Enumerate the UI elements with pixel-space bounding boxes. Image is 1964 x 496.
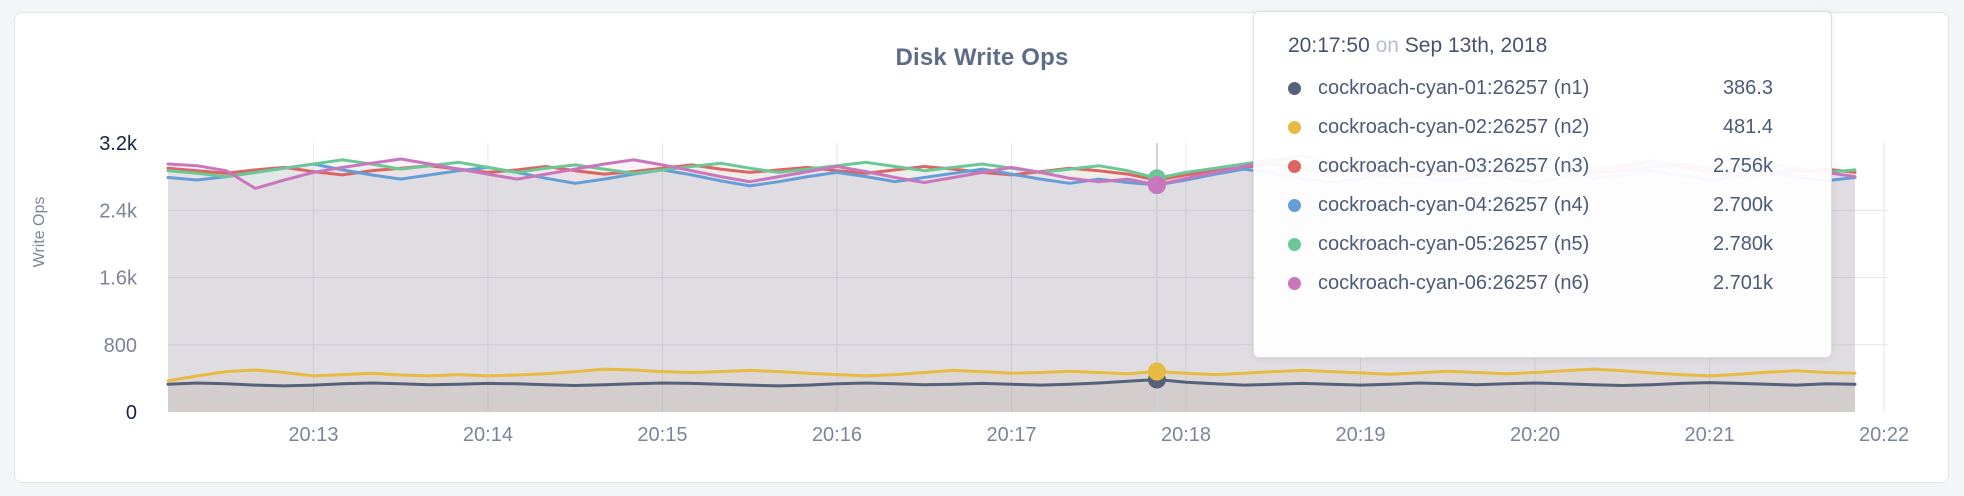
tooltip-series-row: cockroach-cyan-04:26257 (n4) 2.700k	[1288, 186, 1773, 225]
series-name: cockroach-cyan-06:26257 (n6)	[1318, 272, 1590, 294]
hover-point-n6	[1147, 175, 1166, 194]
series-color-dot-icon	[1288, 277, 1301, 290]
y-axis-tick-label: 800	[104, 335, 137, 357]
series-line-n1	[166, 378, 1857, 388]
tooltip-header: 20:17:50 on Sep 13th, 2018	[1288, 34, 1773, 58]
x-axis-tick-label: 20:17	[986, 424, 1036, 446]
tooltip-series-row: cockroach-cyan-05:26257 (n5) 2.780k	[1288, 225, 1773, 264]
tooltip-series-row: cockroach-cyan-02:26257 (n2) 481.4	[1288, 108, 1773, 147]
x-axis-tick-label: 20:13	[288, 424, 338, 446]
series-value: 2.756k	[1712, 155, 1773, 177]
hover-tooltip: 20:17:50 on Sep 13th, 2018 cockroach-cya…	[1253, 11, 1832, 358]
series-color-dot-icon	[1288, 238, 1301, 251]
series-value: 386.3	[1722, 77, 1773, 99]
x-axis-tick-label: 20:18	[1161, 424, 1211, 446]
series-area-n1	[168, 379, 1855, 412]
series-name: cockroach-cyan-05:26257 (n5)	[1318, 233, 1590, 255]
y-axis-tick-label: 3.2k	[99, 133, 138, 155]
series-color-dot-icon	[1288, 199, 1301, 212]
y-axis-tick-label: 2.4k	[99, 200, 138, 222]
series-name: cockroach-cyan-02:26257 (n2)	[1318, 116, 1590, 138]
tooltip-series-row: cockroach-cyan-03:26257 (n3) 2.756k	[1288, 147, 1773, 186]
tooltip-time: 20:17:50	[1288, 34, 1370, 57]
chart-title: Disk Write Ops	[895, 44, 1069, 71]
series-value: 2.780k	[1712, 233, 1773, 255]
series-value: 2.700k	[1712, 194, 1773, 216]
tooltip-on-word: on	[1375, 34, 1399, 57]
tooltip-rows: cockroach-cyan-01:26257 (n1) 386.3 cockroa…	[1288, 69, 1773, 303]
x-axis-tick-label: 20:15	[637, 424, 687, 446]
tooltip-date: Sep 13th, 2018	[1404, 34, 1548, 57]
series-name: cockroach-cyan-03:26257 (n3)	[1318, 155, 1590, 177]
x-axis-tick-label: 20:21	[1685, 424, 1735, 446]
x-axis-tick-label: 20:14	[463, 424, 513, 446]
series-color-dot-icon	[1288, 82, 1301, 95]
y-axis-tick-label: 0	[126, 402, 137, 424]
series-color-dot-icon	[1288, 160, 1301, 173]
x-axis-tick-label: 20:20	[1510, 424, 1560, 446]
series-name: cockroach-cyan-01:26257 (n1)	[1318, 77, 1590, 99]
series-name: cockroach-cyan-04:26257 (n4)	[1318, 194, 1590, 216]
x-axis-tick-label: 20:19	[1336, 424, 1386, 446]
series-value: 481.4	[1722, 116, 1773, 138]
series-value: 2.701k	[1712, 272, 1773, 294]
y-axis-tick-label: 1.6k	[99, 268, 138, 290]
y-axis-title: Write Ops	[31, 197, 48, 268]
series-line-n2	[166, 367, 1857, 383]
series-color-dot-icon	[1288, 121, 1301, 134]
x-axis-tick-label: 20:22	[1859, 424, 1909, 446]
series-area-n2	[168, 369, 1855, 412]
tooltip-series-row: cockroach-cyan-06:26257 (n6) 2.701k	[1288, 264, 1773, 303]
tooltip-series-row: cockroach-cyan-01:26257 (n1) 386.3	[1288, 69, 1773, 108]
x-axis-tick-label: 20:16	[812, 424, 862, 446]
hover-point-n2	[1147, 362, 1166, 381]
